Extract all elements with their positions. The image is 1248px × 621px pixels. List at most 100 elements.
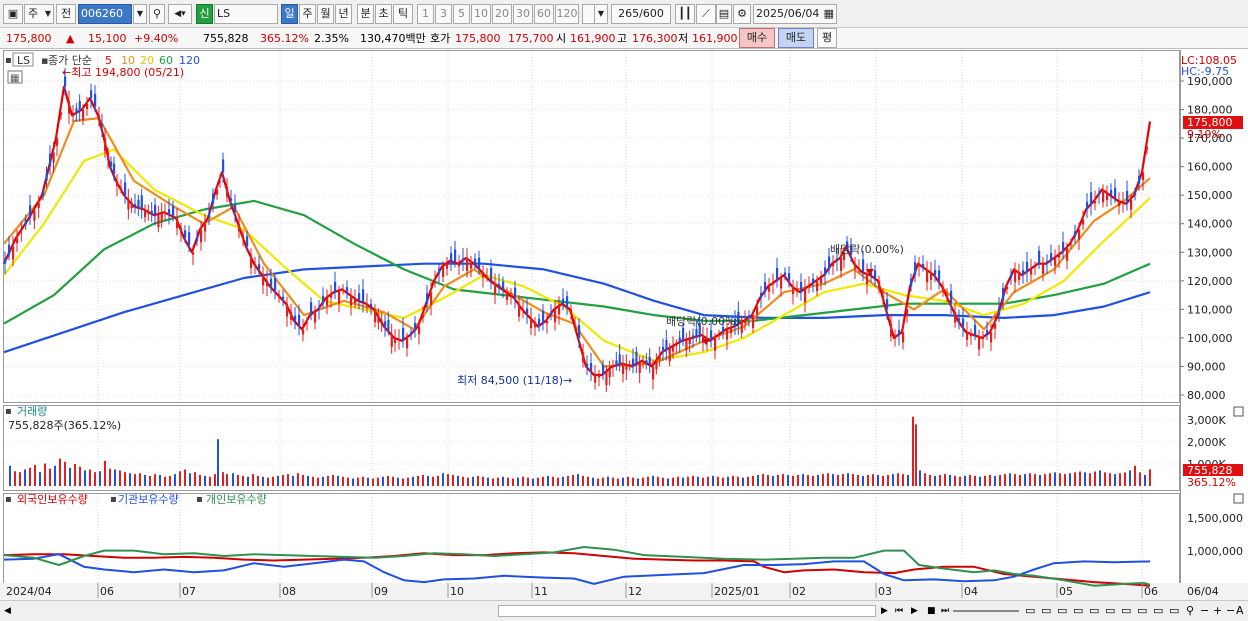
layout-7-icon[interactable]: ▭ [1121,604,1132,617]
stock-chart[interactable]: 190,000 180,000 170,000 160,000 150,000 140,0… [0,50,1248,602]
stock-name-field[interactable]: LS [214,4,278,24]
candle-body [672,346,675,352]
chevron-down-icon[interactable]: ▼ [594,4,608,24]
volume-bar [257,475,259,486]
bottom-scrollbar[interactable]: ◀ ▶ ⏮ ▶ ■ ⏭ ▭ ▭ ▭ ▭ ▭ ▭ ▭ ▭ ▭ ▭ ⚲ − + − … [0,600,1248,621]
volume-bar [507,477,509,486]
candle-body [1086,201,1089,210]
candle-body [1102,189,1105,203]
draw-line-icon[interactable]: ⟋ [696,4,716,24]
candle-body [222,159,225,173]
stop-icon[interactable]: ■ [927,606,936,616]
fast-back-icon[interactable]: ⏮ [895,606,904,616]
mult-120-button[interactable]: 120 [555,4,579,24]
candle-body [254,263,257,265]
period-year-tab[interactable]: 년 [335,4,352,24]
speed-slider[interactable] [953,610,1019,612]
search-icon[interactable]: ⚲ [149,4,165,24]
sell-button[interactable]: 매도 [778,28,814,48]
scroll-left-icon[interactable]: ◀ [4,606,11,616]
font-size-icon[interactable]: A [1236,604,1244,617]
candle-body [586,363,589,367]
scroll-right-icon[interactable]: ▶ [881,606,888,616]
layout-10-icon[interactable]: ▭ [1169,604,1180,617]
prev-ref-button[interactable]: 전 [56,4,76,24]
layout-9-icon[interactable]: ▭ [1153,604,1164,617]
count-input[interactable]: 265/600 [611,4,671,24]
zoom-icon[interactable]: ⚲ [1186,604,1195,617]
candle-body [914,262,917,276]
stock-code-input[interactable]: 006260 [78,4,132,24]
date-value: 2025/06/04 [756,7,820,20]
candle-body [590,363,593,371]
gear-icon[interactable]: ⚙ [733,4,751,24]
volume-bar [149,475,151,486]
candle-body [642,360,645,364]
layout-6-icon[interactable]: ▭ [1105,604,1116,617]
date-input[interactable]: 2025/06/04 ▦ [753,4,837,24]
layout-4-icon[interactable]: ▭ [1073,604,1084,617]
volume-bar [712,475,714,486]
period-day-tab[interactable]: 일 [281,4,298,24]
layout-3-icon[interactable]: ▭ [1057,604,1068,617]
collapse-icon[interactable]: − [1226,604,1236,617]
candle-body [718,335,721,337]
candle-body [665,340,668,351]
candle-body [94,93,97,107]
layout-1-icon[interactable]: ▭ [1025,604,1036,617]
panel-close-icon[interactable] [1233,493,1244,504]
period-month-tab[interactable]: 월 [317,4,334,24]
candle-body [384,321,387,327]
candle-body [702,335,705,343]
mult-1-button[interactable]: 1 [417,4,434,24]
candle-body [430,292,433,306]
candle-body [655,361,658,370]
volume-bar [717,476,719,486]
play-icon[interactable]: ▶ [911,606,918,616]
chevron-down-icon[interactable]: ▼ [133,4,147,24]
panel-close-icon[interactable] [1233,406,1244,417]
mult-30-button[interactable]: 30 [513,4,533,24]
mult-5-button[interactable]: 5 [453,4,470,24]
layout-5-icon[interactable]: ▭ [1089,604,1100,617]
candle-body [658,356,661,360]
volume-bar [1119,473,1121,486]
last-rate-label: 9.19% [1187,128,1222,141]
layout-8-icon[interactable]: ▭ [1137,604,1148,617]
fast-forward-icon[interactable]: ⏭ [941,606,950,616]
zoom-in-icon[interactable]: + [1213,604,1223,617]
period-minute-tab[interactable]: 분 [357,4,374,24]
panel-frames [0,50,1248,602]
period-tick-tab[interactable]: 틱 [393,4,413,24]
candle-body [828,256,831,270]
volume-bar [999,475,1001,486]
candle-body [1114,187,1117,199]
volume-bar [134,474,136,486]
zoom-out-icon[interactable]: − [1200,604,1210,617]
volume-y-label: 3,000K [1187,414,1226,427]
mult-10-button[interactable]: 10 [471,4,491,24]
volume-bar [692,475,694,486]
candle-body [1070,243,1073,245]
speaker-icon[interactable]: ◀▾ [168,4,192,24]
scroll-thumb[interactable] [498,605,876,617]
mult-60-button[interactable]: 60 [534,4,554,24]
grid-table-icon[interactable] [7,70,23,84]
chart-window-icon[interactable]: ▣ [3,4,23,24]
x-axis-label: 02 [792,585,806,598]
period-week-tab[interactable]: 주 [299,4,316,24]
eval-button[interactable]: 평 [817,28,837,48]
volume-bar [1014,474,1016,486]
candle-body [414,323,417,331]
candle-body [354,297,357,304]
period-second-tab[interactable]: 초 [375,4,392,24]
layout-2-icon[interactable]: ▭ [1041,604,1052,617]
mult-20-button[interactable]: 20 [492,4,512,24]
buy-button[interactable]: 매수 [739,28,775,48]
chart-type-select[interactable]: 주 ▼ [24,4,54,24]
save-icon[interactable]: ▤ [716,4,732,24]
mult-3-button[interactable]: 3 [435,4,452,24]
candle-body [72,115,75,117]
candle-body [120,188,123,190]
candle-icon[interactable]: ┃┃ [675,4,695,24]
